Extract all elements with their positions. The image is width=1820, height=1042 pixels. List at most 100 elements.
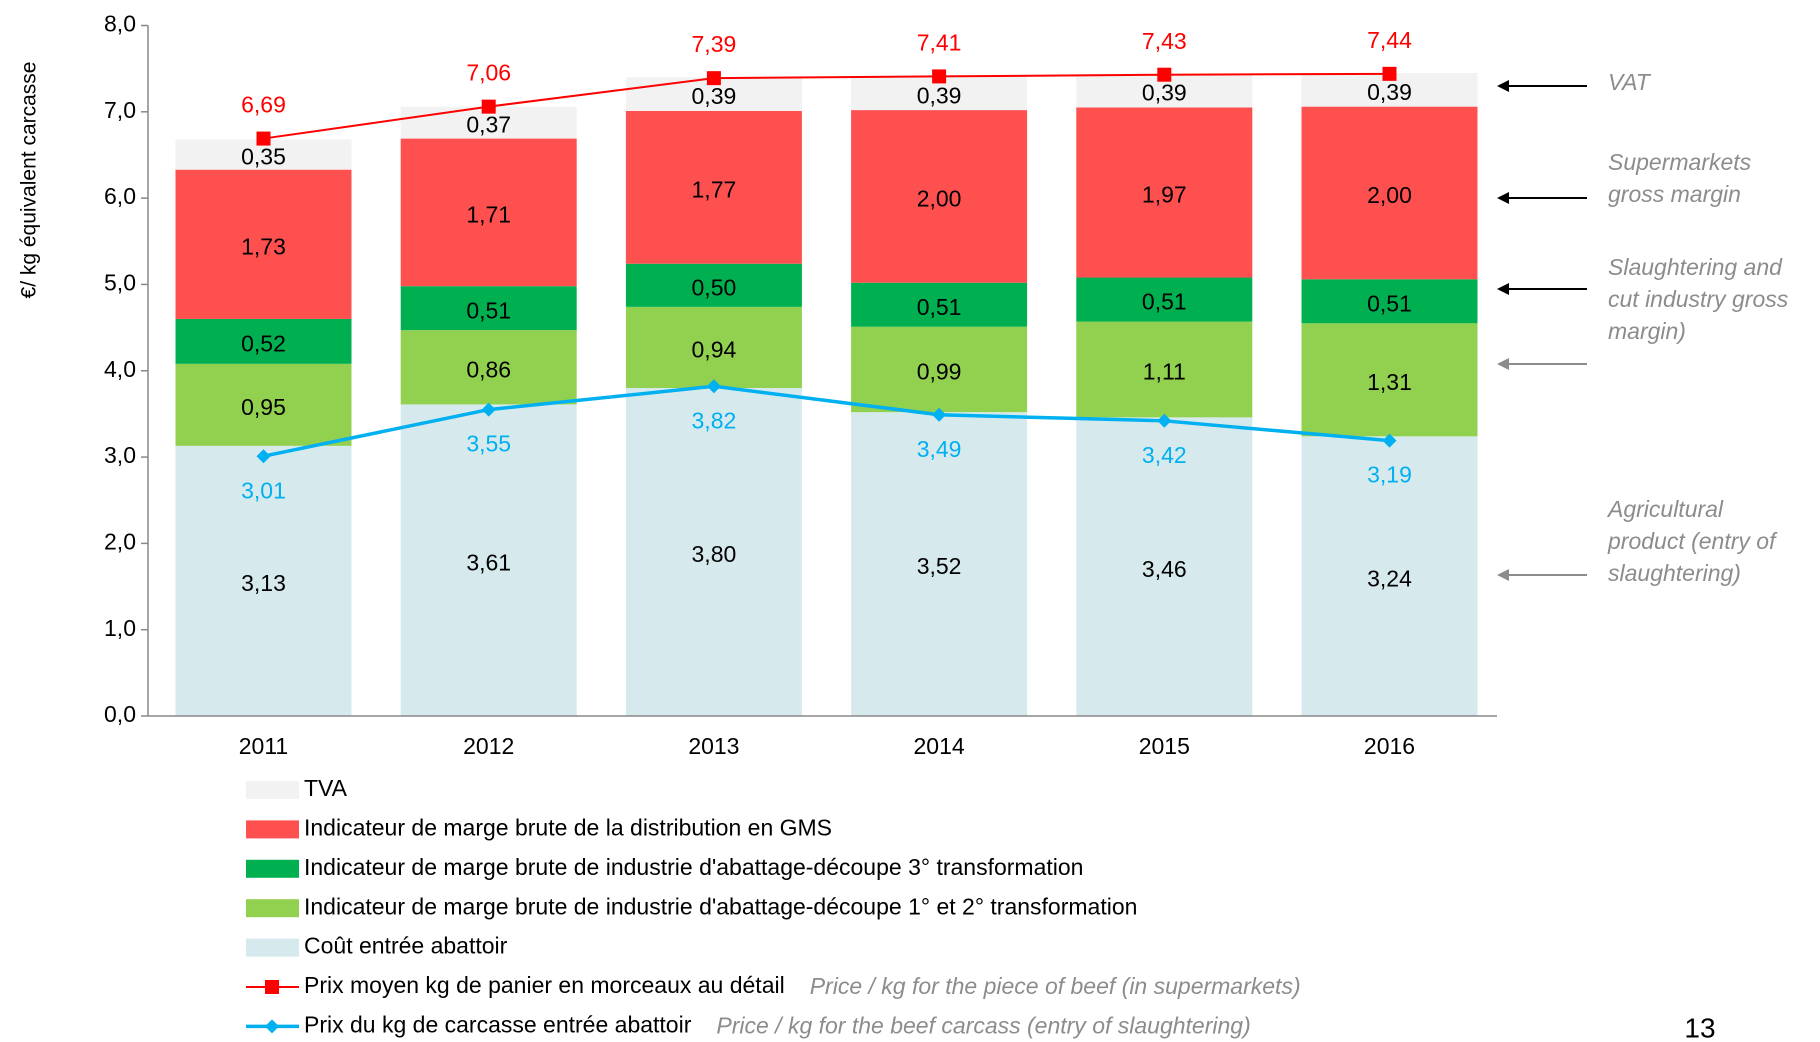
x-tick-label: 2014 <box>914 733 965 759</box>
value-label: 1,77 <box>692 176 737 202</box>
value-label: 1,97 <box>1142 182 1187 208</box>
value-label: 0,37 <box>466 112 511 138</box>
y-axis-label: €/ kg équivalent carcasse <box>18 62 41 299</box>
y-tick-label: 0,0 <box>104 701 136 727</box>
line-marker <box>256 131 271 146</box>
line-value-label: 7,39 <box>692 31 737 57</box>
value-label: 3,46 <box>1142 556 1187 582</box>
y-tick-label: 8,0 <box>104 11 136 37</box>
value-label: 3,52 <box>917 553 962 579</box>
annotation-text: Agricultural <box>1606 496 1724 522</box>
value-label: 2,00 <box>1367 182 1412 208</box>
annotation-text: Supermarkets <box>1608 149 1752 175</box>
legend-note: Price / kg for the piece of beef (in sup… <box>810 973 1301 999</box>
y-tick-label: 2,0 <box>104 528 136 554</box>
y-tick-label: 6,0 <box>104 183 136 209</box>
line-marker <box>256 449 271 464</box>
line-marker <box>706 71 721 86</box>
bar-segment <box>625 388 802 716</box>
line-value-label: 7,44 <box>1367 27 1412 53</box>
legend-swatch <box>246 781 299 799</box>
bar-segment <box>400 330 577 405</box>
legend-marker <box>265 1019 279 1034</box>
y-tick-label: 3,0 <box>104 442 136 468</box>
value-label: 3,80 <box>692 541 737 567</box>
line-marker <box>706 379 721 394</box>
line-value-label: 7,06 <box>466 60 511 86</box>
value-label: 0,52 <box>241 330 286 356</box>
annotation-text: Slaughtering and <box>1608 254 1783 280</box>
annotation-arrowhead <box>1497 569 1509 581</box>
bar-segment <box>400 404 577 716</box>
bar-segment <box>175 363 352 446</box>
bar-segment <box>1076 107 1253 278</box>
value-label: 0,39 <box>1142 80 1187 106</box>
annotation-text: VAT <box>1608 69 1652 95</box>
bar-segment <box>851 412 1028 716</box>
line-marker <box>481 99 496 114</box>
bar-segment <box>625 306 802 389</box>
legend-label: Indicateur de marge brute de industrie d… <box>304 893 1137 919</box>
line-value-label: 7,41 <box>917 30 962 56</box>
value-label: 0,39 <box>1367 79 1412 105</box>
annotation-text: product (entry of <box>1607 528 1778 554</box>
legend-swatch <box>246 820 299 839</box>
line-value-label: 3,82 <box>692 407 737 433</box>
x-tick-label: 2013 <box>688 733 739 759</box>
line-marker <box>1157 67 1172 82</box>
annotation-arrowhead <box>1497 80 1509 92</box>
value-label: 1,31 <box>1367 369 1412 395</box>
legend-label: Coût entrée abattoir <box>304 933 508 959</box>
value-label: 3,61 <box>466 549 511 575</box>
line-marker <box>932 407 947 422</box>
line-value-label: 6,69 <box>241 92 286 118</box>
line-value-label: 3,55 <box>466 431 511 457</box>
annotation-arrowhead <box>1497 283 1509 295</box>
bar-segment <box>1301 279 1478 324</box>
x-tick-label: 2015 <box>1139 733 1190 759</box>
legend-label: Prix moyen kg de panier en morceaux au d… <box>304 972 785 998</box>
value-label: 3,24 <box>1367 565 1412 591</box>
line-marker <box>1157 413 1172 428</box>
line-marker <box>481 402 496 417</box>
value-label: 0,99 <box>917 359 962 385</box>
bar-segment <box>625 110 802 264</box>
bar-segment <box>1301 436 1478 716</box>
line-value-label: 3,49 <box>917 436 962 462</box>
value-label: 0,35 <box>241 144 286 170</box>
y-tick-label: 5,0 <box>104 270 136 296</box>
legend-swatch <box>246 938 299 957</box>
bar-segment <box>1076 277 1253 322</box>
value-label: 0,95 <box>241 394 286 420</box>
legend-swatch <box>246 899 299 918</box>
value-label: 2,00 <box>917 185 962 211</box>
bar-segment <box>1301 106 1478 280</box>
legend-label: Indicateur de marge brute de industrie d… <box>304 854 1083 880</box>
value-label: 0,39 <box>692 83 737 109</box>
value-label: 0,39 <box>917 82 962 108</box>
line-value-label: 7,43 <box>1142 28 1187 54</box>
value-label: 0,86 <box>466 356 511 382</box>
line-value-label: 3,19 <box>1367 462 1412 488</box>
legend-label: Prix du kg de carcasse entrée abattoir <box>304 1011 692 1037</box>
line <box>263 384 1390 458</box>
bar-segment <box>1301 323 1478 437</box>
bar-segment <box>851 110 1028 283</box>
value-label: 0,50 <box>692 274 737 300</box>
annotation-text: gross margin <box>1608 181 1741 207</box>
legend-swatch <box>246 859 299 878</box>
annotation-text: margin) <box>1608 318 1686 344</box>
line-marker <box>1382 66 1397 81</box>
y-tick-label: 1,0 <box>104 615 136 641</box>
value-label: 1,11 <box>1143 359 1186 385</box>
line-marker <box>932 69 947 84</box>
legend-marker <box>265 980 279 994</box>
value-label: 0,51 <box>1367 290 1412 316</box>
page-number: 13 <box>1684 1012 1715 1042</box>
annotation-text: slaughtering) <box>1608 560 1741 586</box>
line-value-label: 3,01 <box>241 477 286 503</box>
bar-segment <box>851 282 1028 327</box>
value-label: 0,51 <box>466 297 511 323</box>
value-label: 1,73 <box>241 233 286 259</box>
